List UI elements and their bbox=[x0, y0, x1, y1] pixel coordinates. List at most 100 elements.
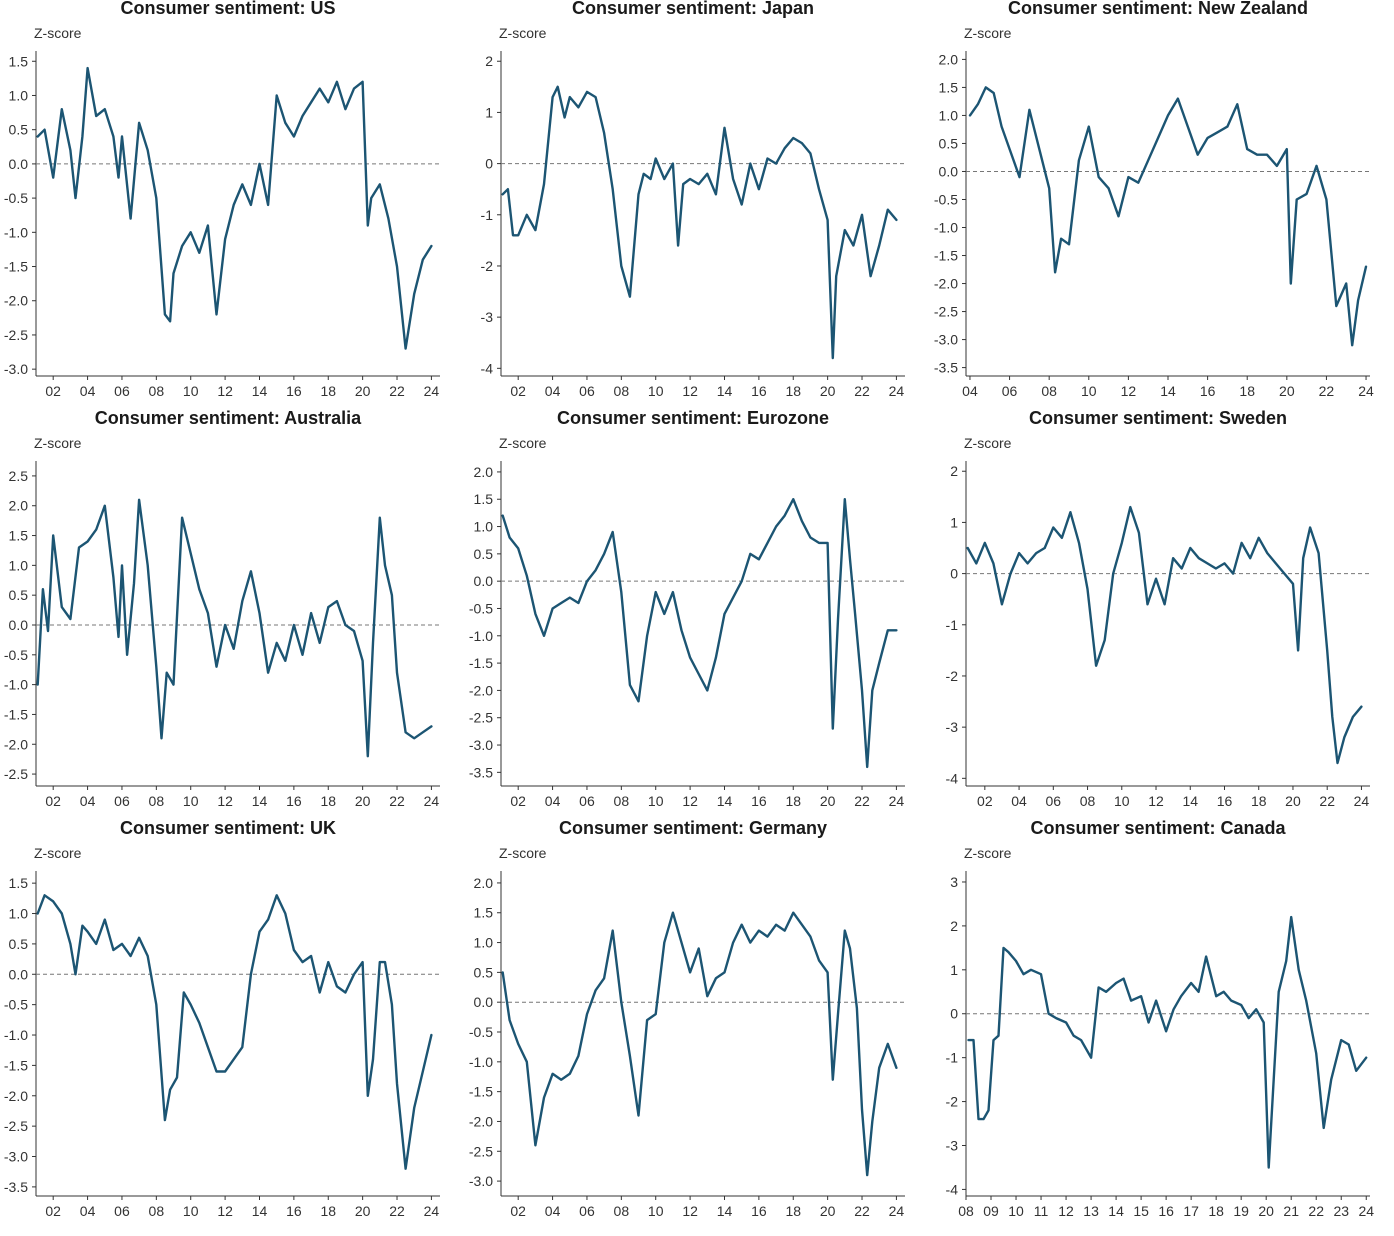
chart-panel-6: Consumer sentiment: Sweden Z-score 2 1 0 -1 -2… bbox=[930, 408, 1394, 826]
x-tick-label: 22 bbox=[854, 1203, 870, 1219]
series-line-new-zealand bbox=[968, 86, 1368, 347]
y-tick-label: -2 bbox=[946, 1094, 959, 1110]
chart-svg: Consumer sentiment: UK Z-score 1.5 1.0 0.5 0.… bbox=[4, 818, 440, 1219]
chart-svg: Consumer sentiment: CanadaZ-score3210-1-… bbox=[946, 818, 1375, 1219]
x-tick-label: 08 bbox=[1080, 793, 1096, 809]
y-tick-label: -3.0 bbox=[934, 332, 958, 348]
x-tick-label: 06 bbox=[579, 1203, 595, 1219]
y-tick-label: -2.0 bbox=[4, 293, 28, 309]
x-tick-label: 08 bbox=[1041, 383, 1057, 399]
x-tick-label: 10 bbox=[183, 793, 199, 809]
x-tick-label: 12 bbox=[682, 1203, 698, 1219]
x-tick-label: 18 bbox=[785, 383, 801, 399]
y-tick-label: 0.5 bbox=[474, 964, 494, 980]
x-tick-label: 19 bbox=[1233, 1203, 1249, 1219]
y-tick-label: -2.5 bbox=[934, 304, 958, 320]
y-tick-label: 0.5 bbox=[474, 546, 494, 562]
x-tick-label: 08 bbox=[149, 793, 165, 809]
x-tick-label: 12 bbox=[682, 383, 698, 399]
x-tick-label: 14 bbox=[717, 1203, 733, 1219]
x-tick-label: 24 bbox=[889, 793, 905, 809]
x-tick-label: 20 bbox=[820, 793, 836, 809]
x-tick-label: 20 bbox=[1279, 383, 1295, 399]
x-tick-label: 24 bbox=[424, 793, 440, 809]
y-tick-label: 1.5 bbox=[474, 905, 494, 921]
y-axis-label: Z-score bbox=[499, 435, 547, 451]
x-tick-label: 12 bbox=[217, 383, 233, 399]
x-tick-label: 20 bbox=[820, 383, 836, 399]
chart-panel-5: Consumer sentiment: Eurozone Z-score 2.0 1.… bbox=[465, 408, 930, 826]
x-tick-label: 14 bbox=[1182, 793, 1198, 809]
y-tick-label: 0 bbox=[485, 156, 493, 172]
y-tick-label: -0.5 bbox=[469, 600, 493, 616]
y-tick-label: 1.0 bbox=[939, 107, 959, 123]
y-tick-label: 0.5 bbox=[9, 122, 29, 138]
x-tick-label: 04 bbox=[1011, 793, 1027, 809]
chart-panel-9: Consumer sentiment: Canada Z-score 3 2 1 0 -1-… bbox=[930, 818, 1394, 1236]
x-tick-label: 20 bbox=[355, 1203, 371, 1219]
y-tick-label: -3.5 bbox=[469, 764, 493, 780]
x-tick-label: 10 bbox=[1081, 383, 1097, 399]
x-tick-label: 16 bbox=[1158, 1203, 1174, 1219]
series-line-australia bbox=[36, 498, 433, 758]
y-tick-label: 0 bbox=[950, 1006, 958, 1022]
x-tick-label: 22 bbox=[1319, 383, 1335, 399]
y-axis-label: Z-score bbox=[964, 845, 1012, 861]
x-tick-label: 15 bbox=[1133, 1203, 1149, 1219]
x-tick-label: 20 bbox=[820, 1203, 836, 1219]
chart-svg: Consumer sentiment: US Z-score 1.5 1.0 0.5 0.… bbox=[4, 0, 440, 399]
x-tick-label: 24 bbox=[1358, 383, 1374, 399]
series-line-eurozone bbox=[501, 497, 898, 769]
x-tick-label: 04 bbox=[80, 793, 96, 809]
x-tick-label: 22 bbox=[389, 793, 405, 809]
x-tick-label: 20 bbox=[1285, 793, 1301, 809]
y-tick-label: -2.0 bbox=[469, 682, 493, 698]
x-tick-label: 18 bbox=[320, 383, 336, 399]
x-tick-label: 16 bbox=[286, 383, 302, 399]
x-tick-label: 22 bbox=[854, 383, 870, 399]
x-tick-label: 08 bbox=[614, 383, 630, 399]
y-tick-label: -1 bbox=[481, 207, 494, 223]
y-tick-label: -2.0 bbox=[934, 276, 958, 292]
x-tick-label: 08 bbox=[958, 1203, 974, 1219]
x-tick-label: 02 bbox=[45, 1203, 61, 1219]
y-tick-label: -3.0 bbox=[469, 737, 493, 753]
x-tick-label: 06 bbox=[114, 1203, 130, 1219]
y-tick-label: -0.5 bbox=[469, 1024, 493, 1040]
y-tick-label: 0.5 bbox=[9, 587, 29, 603]
x-tick-label: 06 bbox=[114, 793, 130, 809]
x-tick-label: 16 bbox=[751, 383, 767, 399]
x-tick-label: 14 bbox=[252, 383, 268, 399]
y-tick-label: -3.5 bbox=[934, 360, 958, 376]
x-tick-label: 08 bbox=[149, 1203, 165, 1219]
y-tick-label: -1.0 bbox=[469, 628, 493, 644]
x-tick-label: 06 bbox=[579, 793, 595, 809]
x-tick-label: 24 bbox=[1358, 1203, 1374, 1219]
chart-title: Consumer sentiment: Japan bbox=[572, 0, 814, 18]
y-tick-label: -0.5 bbox=[934, 191, 958, 207]
y-tick-label: 0 bbox=[950, 566, 958, 582]
x-tick-label: 22 bbox=[389, 383, 405, 399]
x-tick-label: 12 bbox=[682, 793, 698, 809]
x-tick-label: 08 bbox=[614, 793, 630, 809]
series-line-japan bbox=[501, 85, 898, 360]
y-tick-label: 2 bbox=[950, 463, 958, 479]
y-axis-label: Z-score bbox=[34, 845, 82, 861]
series-line-uk bbox=[36, 894, 433, 1170]
y-tick-label: 0.5 bbox=[939, 135, 959, 151]
series-line-sweden bbox=[966, 505, 1363, 765]
chart-title: Consumer sentiment: Sweden bbox=[1029, 408, 1287, 428]
y-tick-label: -1.5 bbox=[4, 259, 28, 275]
y-tick-label: 1 bbox=[950, 514, 958, 530]
y-tick-label: -2.0 bbox=[469, 1113, 493, 1129]
y-tick-label: 1.0 bbox=[474, 519, 494, 535]
x-tick-label: 02 bbox=[510, 383, 526, 399]
y-tick-label: -3.5 bbox=[4, 1179, 28, 1195]
y-tick-label: 1 bbox=[485, 104, 493, 120]
chart-svg: Consumer sentiment: Eurozone Z-score 2.0 1.… bbox=[469, 408, 905, 809]
y-tick-label: -4 bbox=[481, 360, 494, 376]
y-tick-label: 1.5 bbox=[9, 875, 29, 891]
x-tick-label: 14 bbox=[1160, 383, 1176, 399]
y-tick-label: -2.5 bbox=[4, 1118, 28, 1134]
y-tick-label: 0.0 bbox=[9, 617, 29, 633]
